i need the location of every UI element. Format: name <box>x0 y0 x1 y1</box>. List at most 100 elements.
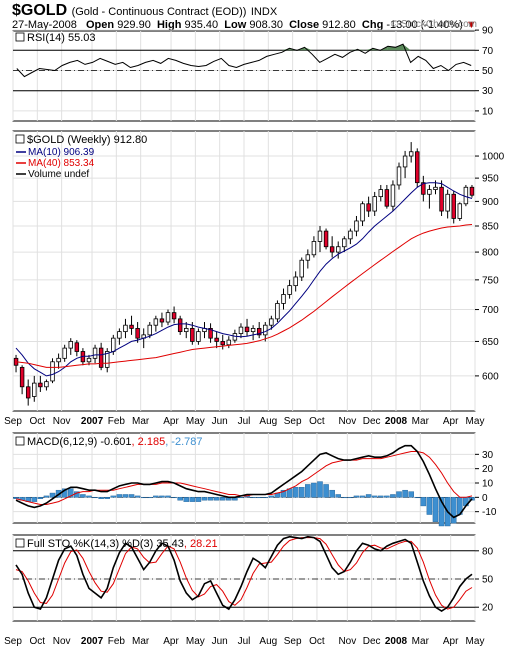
price-label: $GOLD (Weekly) 912.80 <box>27 134 147 146</box>
candle-body-1 <box>19 366 25 388</box>
price-xtick-label-11: Sep <box>284 416 302 427</box>
price-legend-label-2: Volume undef <box>28 169 89 180</box>
candle-body-55 <box>348 230 353 240</box>
candle-body-52 <box>329 246 335 253</box>
macd-histogram-bar-16 <box>110 495 117 498</box>
candle-body-12 <box>86 357 92 363</box>
sto-ytick-label-1: 50 <box>482 575 494 586</box>
macd-histogram-bar-53 <box>335 494 341 498</box>
price-xtick-label-7: May <box>186 416 205 427</box>
macd-histogram-bar-24 <box>159 495 165 498</box>
candle-body-25 <box>165 312 171 323</box>
macd-histogram-bar-12 <box>86 495 92 498</box>
macd-histogram-bar-66 <box>414 497 421 499</box>
candle-body-42 <box>269 318 274 326</box>
low-value: 908.30 <box>249 19 283 31</box>
candle-body-38 <box>244 326 250 333</box>
macd-histogram-bar-9 <box>67 488 74 498</box>
macd-histogram-bar-28 <box>183 497 190 502</box>
sto-xtick-label-5: Mar <box>132 636 150 647</box>
high-label: High <box>156 19 182 31</box>
price-xtick-label-15: 2008 <box>385 416 408 427</box>
candle-body-59 <box>372 196 377 212</box>
macd-histogram-bar-51 <box>323 484 329 498</box>
price-xtick-label-12: Oct <box>309 416 325 427</box>
macd-histogram-bar-59 <box>371 495 378 498</box>
sto-xtick-label-7: May <box>186 636 205 647</box>
macd-histogram-bar-68 <box>426 497 433 515</box>
macd-ytick-label-2: 10 <box>482 479 494 490</box>
candle-body-18 <box>123 324 128 333</box>
macd-histogram-bar-63 <box>396 491 402 498</box>
macd-histogram-bar-8 <box>61 488 68 498</box>
macd-histogram-bar-37 <box>238 497 244 499</box>
sto-xtick-label-13: Nov <box>338 636 356 647</box>
candle-body-71 <box>445 193 450 212</box>
candle-body-24 <box>159 318 165 323</box>
candle-body-60 <box>378 189 384 198</box>
sto-xtick-label-3: 2007 <box>81 636 104 647</box>
candle-body-6 <box>50 361 55 382</box>
chg-label: Chg <box>361 19 384 31</box>
macd-histogram-bar-15 <box>104 497 110 499</box>
candle-body-26 <box>171 312 177 320</box>
rsi-line <box>16 43 472 78</box>
sto-legend-box <box>15 538 25 548</box>
symbol-label: $GOLD <box>12 2 68 19</box>
macd-label-part-2: , -2.787 <box>165 436 202 448</box>
candle-body-22 <box>147 324 153 336</box>
candle-body-61 <box>384 189 390 207</box>
macd-histogram-bar-44 <box>280 489 287 498</box>
macd-histogram-bar-41 <box>262 497 269 499</box>
candle-body-23 <box>153 318 159 326</box>
rsi-ytick-label-2: 50 <box>482 66 494 77</box>
candle-body-37 <box>238 326 244 334</box>
macd-histogram-bar-13 <box>92 497 98 499</box>
macd-histogram-bar-49 <box>311 482 317 498</box>
macd-histogram-bar-67 <box>420 497 427 507</box>
candle-body-16 <box>111 337 116 352</box>
candle-body-66 <box>415 151 420 184</box>
candle-body-3 <box>32 382 37 397</box>
sto-xtick-label-4: Feb <box>108 636 126 647</box>
macd-histogram-bar-72 <box>450 497 457 524</box>
sto-d-line <box>15 537 473 610</box>
candle-body-39 <box>250 328 256 333</box>
macd-histogram-bar-60 <box>378 495 384 498</box>
sto-xtick-label-18: May <box>466 636 485 647</box>
quote-line: 27-May-2008 Open 929.90 High 935.40 Low … <box>12 19 477 31</box>
candle-body-28 <box>184 328 189 333</box>
chart-title: $GOLD (Gold - Continuous Contract (EOD))… <box>12 2 277 20</box>
ma40-line <box>15 224 473 368</box>
candle-body-57 <box>360 203 365 222</box>
sto-xtick-label-9: Jul <box>238 636 251 647</box>
macd-histogram-bar-46 <box>292 487 299 498</box>
macd-ytick-label-1: 20 <box>482 464 494 475</box>
sto-label-part-1: , 28.21 <box>184 538 218 550</box>
sto-xtick-label-15: 2008 <box>385 636 408 647</box>
candle-body-47 <box>299 259 304 278</box>
price-legend-label-0: MA(10) 906.39 <box>28 147 95 158</box>
macd-histogram-bar-3 <box>31 497 38 502</box>
macd-histogram-bar-6 <box>49 492 56 498</box>
open-label: Open <box>86 19 115 31</box>
macd-label-part-1: , 2.185 <box>132 436 166 448</box>
quote-date: 27-May-2008 <box>12 19 77 31</box>
rsi-ytick-label-3: 30 <box>482 86 494 97</box>
macd-histogram-bar-27 <box>177 497 183 501</box>
price-xtick-label-8: Jun <box>212 416 228 427</box>
candle-body-30 <box>196 331 201 342</box>
price-ytick-label-7: 650 <box>482 337 499 348</box>
macd-histogram-bar-23 <box>153 495 159 498</box>
macd-label: MACD(6,12,9) -0.601, 2.185, -2.787 <box>27 436 203 448</box>
macd-line <box>15 444 473 519</box>
macd-histogram-bar-32 <box>207 497 214 501</box>
macd-histogram-bar-29 <box>189 497 196 502</box>
price-xtick-label-3: 2007 <box>81 416 104 427</box>
sto-xtick-label-10: Aug <box>259 636 277 647</box>
price-ytick-label-8: 600 <box>482 371 499 382</box>
macd-histogram-bar-64 <box>402 489 408 498</box>
candle-body-10 <box>74 342 80 352</box>
macd-histogram-bar-47 <box>298 487 305 498</box>
macd-legend-box <box>15 436 25 446</box>
